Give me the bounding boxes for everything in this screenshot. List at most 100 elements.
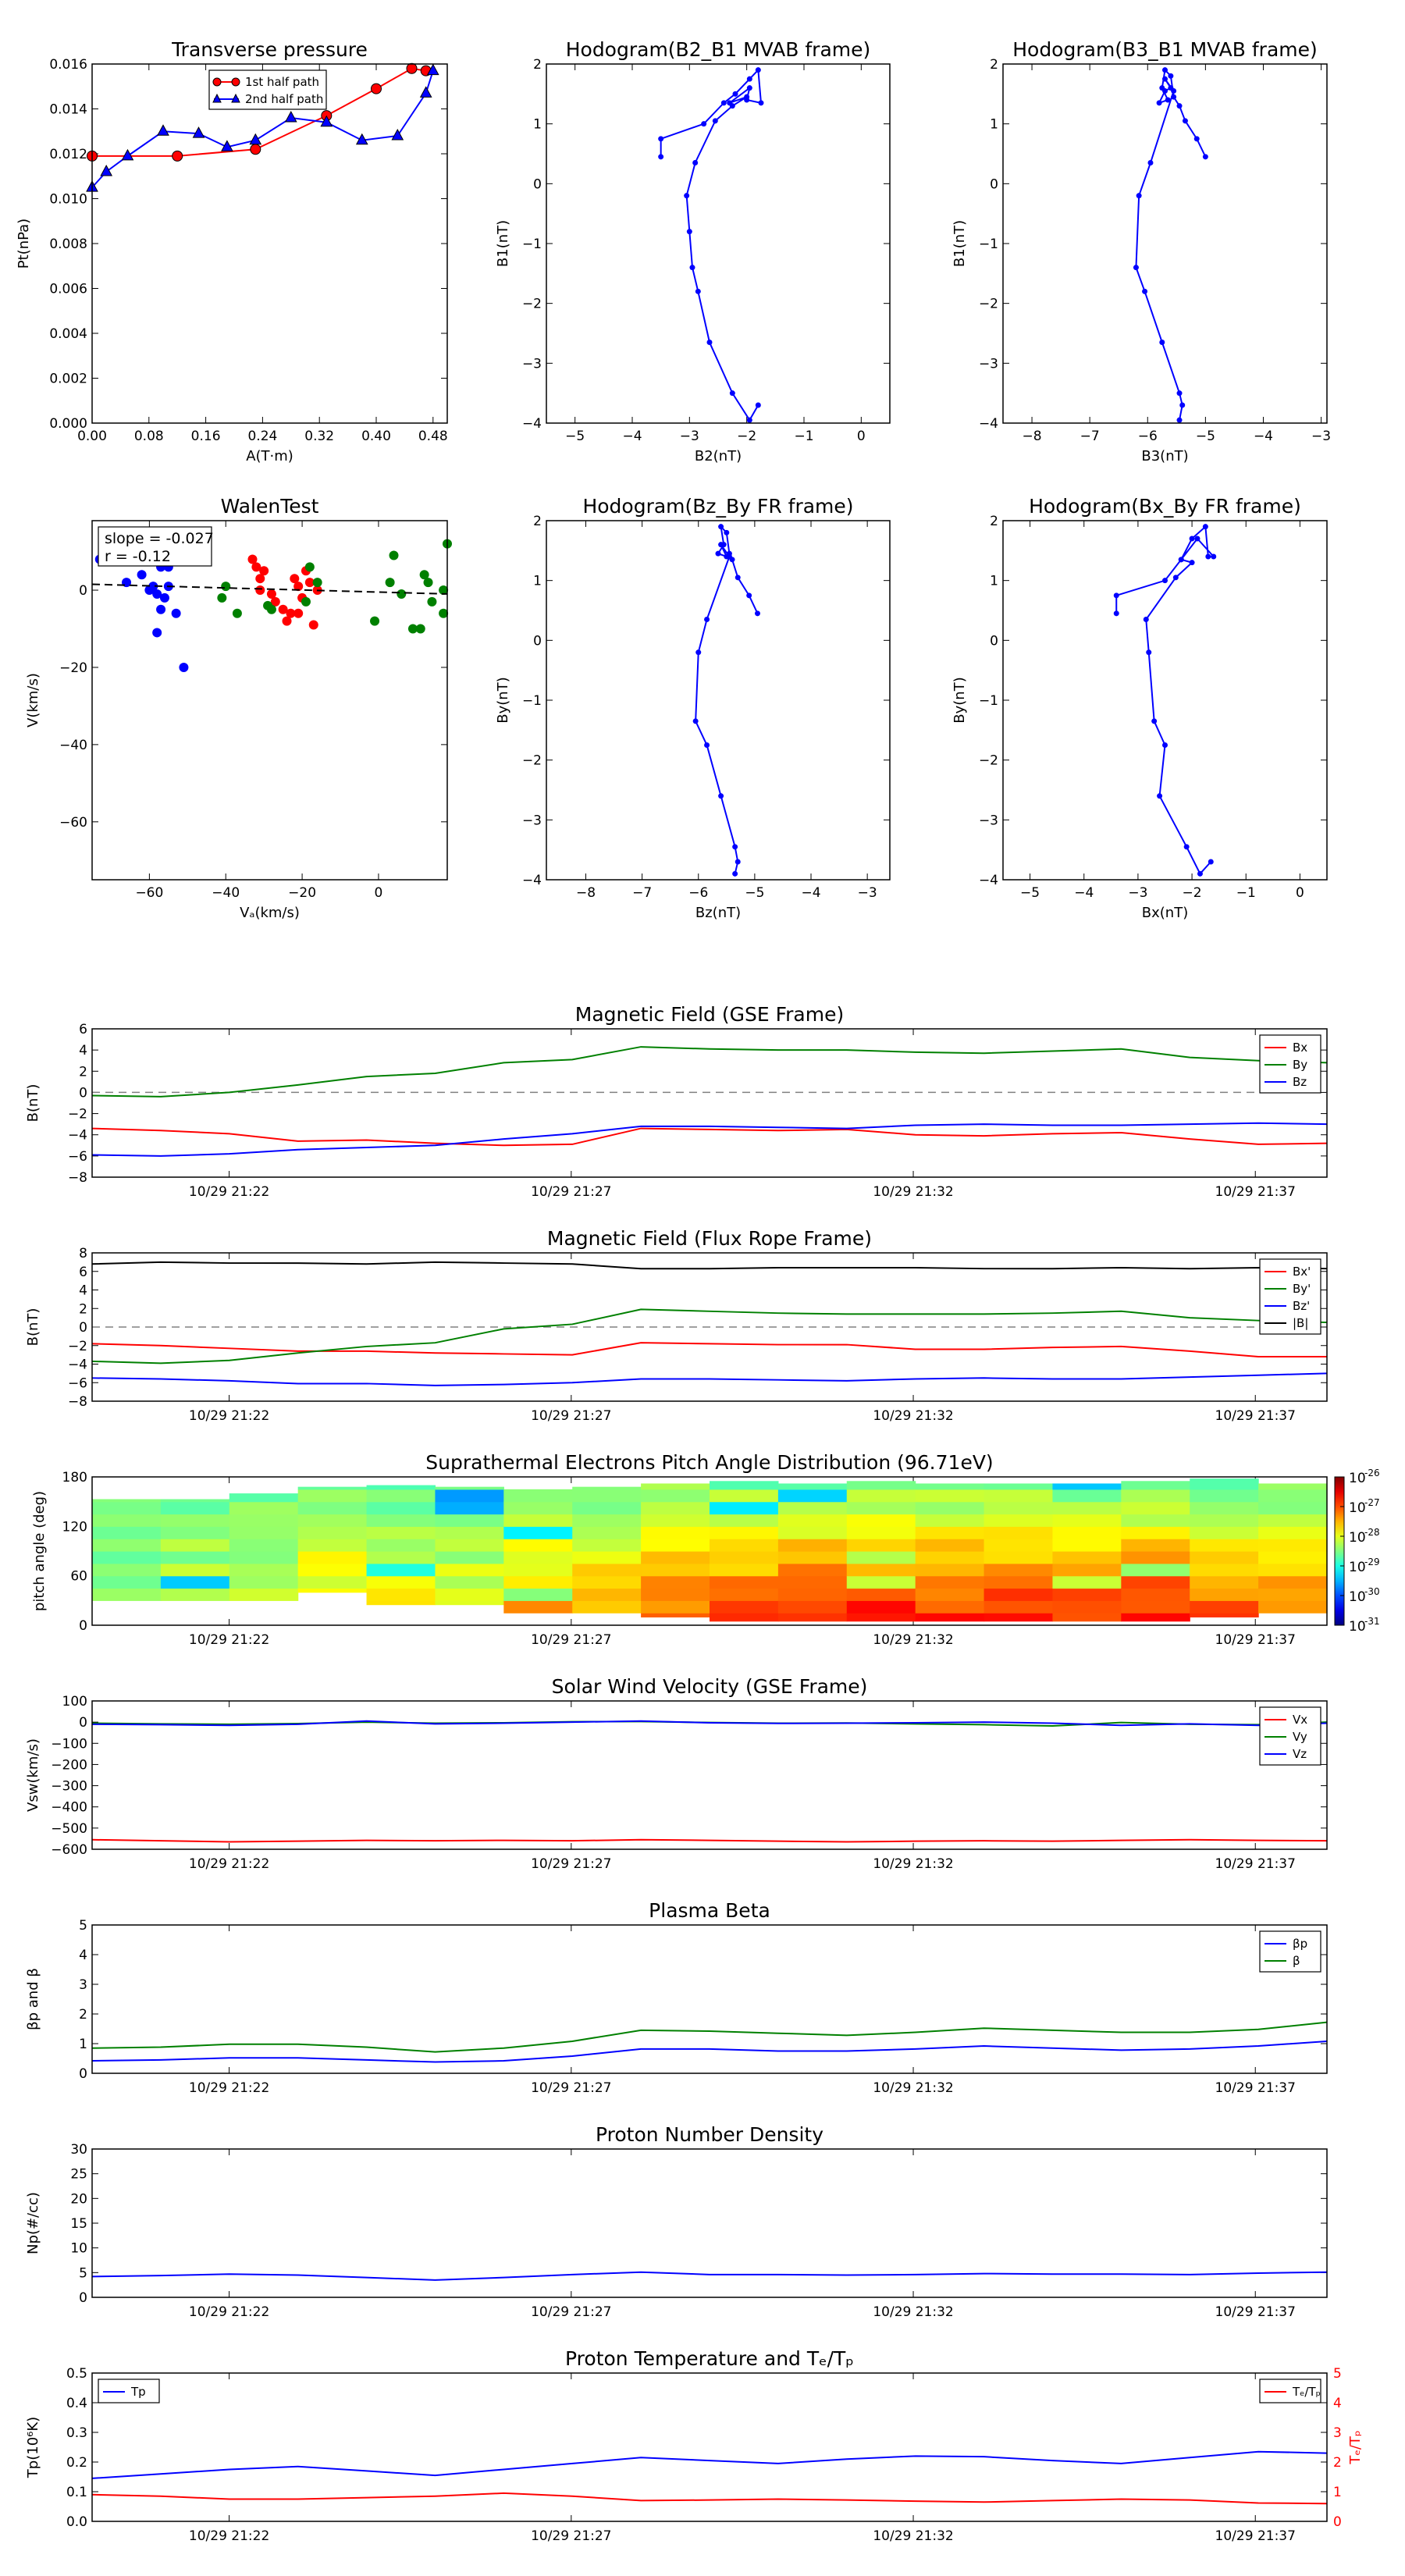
heatmap-cell	[297, 1563, 368, 1577]
heatmap-cell	[572, 1551, 642, 1564]
heatmap-cell	[297, 1501, 368, 1515]
ytick-label: −1	[522, 237, 542, 252]
heatmap-cell	[572, 1539, 642, 1552]
time-tick-label: 10/29 21:32	[873, 1184, 953, 1200]
hodogram-point	[746, 417, 752, 423]
legend-label: β	[1293, 1954, 1300, 1968]
ytick-label: 0.3	[66, 2425, 87, 2441]
heatmap-cell	[641, 1613, 710, 1618]
heatmap-cell	[641, 1483, 710, 1490]
heatmap-cell	[1052, 1575, 1122, 1589]
ytick-label: 4	[79, 1043, 87, 1059]
heatmap-cell	[366, 1600, 436, 1606]
time-tick-label: 10/29 21:22	[189, 1632, 269, 1648]
r-annotation: r = -0.12	[105, 548, 171, 565]
ytick-label: 2	[79, 1064, 87, 1080]
data-point	[179, 662, 189, 672]
heatmap-cell	[229, 1551, 299, 1564]
hodogram-point	[729, 103, 735, 109]
xtick-label: −3	[680, 429, 699, 444]
data-point	[312, 578, 322, 588]
ytick-label: −3	[979, 356, 998, 372]
y-axis-label: By(nT)	[951, 677, 968, 723]
legend-label: By	[1293, 1058, 1307, 1072]
heatmap-cell	[572, 1526, 642, 1539]
heatmap-cell	[435, 1514, 504, 1527]
heatmap-cell	[915, 1563, 985, 1577]
heatmap-cell	[984, 1600, 1054, 1614]
heatmap-cell	[435, 1588, 504, 1601]
data-point	[266, 589, 276, 599]
ytick-label: 1	[79, 2037, 87, 2052]
legend-box	[208, 69, 327, 110]
hodogram-point	[755, 402, 761, 408]
hodogram-point	[712, 118, 718, 124]
colorbar-label: 10	[1349, 1589, 1366, 1605]
data-point	[250, 144, 261, 155]
ytick-label: −8	[68, 1170, 87, 1186]
ytick-label: −2	[522, 297, 542, 312]
ytick-label: −4	[68, 1128, 87, 1144]
heatmap-cell	[846, 1514, 916, 1527]
legend-marker	[212, 93, 222, 103]
heatmap-cell	[229, 1563, 299, 1577]
ytick-label: −3	[522, 356, 542, 372]
xtick-label: 0.48	[418, 429, 448, 444]
xtick-label: −2	[1183, 885, 1202, 901]
ytick-label: 0	[79, 1320, 87, 1336]
x-axis-label: Bx(nT)	[1142, 905, 1188, 921]
heatmap-cell	[572, 1563, 642, 1577]
heatmap-cell	[1190, 1600, 1259, 1614]
ytick-label: 0.012	[49, 147, 87, 162]
ytick-label: 30	[70, 2142, 87, 2158]
data-point	[397, 589, 407, 599]
series-line-Vx	[91, 1838, 1328, 1843]
hodogram-point	[1193, 136, 1200, 142]
heatmap-cell	[435, 1575, 504, 1589]
xtick-label: −1	[1236, 885, 1256, 901]
heatmap-cell	[503, 1551, 573, 1564]
hodogram-point	[1178, 557, 1184, 563]
panel-title: Proton Temperature and Tₑ/Tₚ	[565, 2347, 854, 2370]
data-point	[217, 592, 227, 603]
heatmap-cell	[160, 1514, 230, 1527]
heatmap-cell	[710, 1551, 779, 1564]
series-line-Bx	[91, 1127, 1328, 1147]
heatmap-cell	[366, 1514, 436, 1527]
heatmap-cell	[435, 1600, 504, 1606]
heatmap-cell	[984, 1501, 1054, 1515]
heatmap-cell	[1190, 1526, 1259, 1539]
ytick-label: 0	[79, 2290, 87, 2306]
data-point	[255, 585, 265, 596]
heatmap-cell	[366, 1563, 436, 1577]
panel-beta: Plasma Beta 10/29 21:22 10/29 21:27 10/29 2…	[25, 1899, 1328, 2096]
legend-box	[1259, 1706, 1321, 1766]
ytick-label: −2	[979, 753, 998, 769]
heatmap-cell	[229, 1588, 299, 1601]
hodogram-point	[1211, 553, 1217, 560]
colorbar-exponent: -30	[1364, 1586, 1380, 1597]
heatmap-cell	[1258, 1489, 1328, 1503]
ytick-label: 5	[79, 2265, 87, 2281]
colorbar-exponent: -27	[1364, 1497, 1380, 1508]
heatmap-cell	[846, 1551, 916, 1564]
data-point	[156, 604, 166, 614]
heatmap-cell	[503, 1489, 573, 1503]
heatmap-cell	[572, 1489, 642, 1503]
data-point	[370, 616, 380, 626]
heatmap-cell	[984, 1575, 1054, 1589]
data-point	[266, 604, 276, 614]
data-point	[221, 582, 231, 592]
hodogram-point	[1202, 524, 1208, 530]
ytick-label-right: 0	[1333, 2514, 1342, 2530]
data-point	[152, 628, 162, 638]
xtick-label: 0.16	[191, 429, 221, 444]
data-point	[249, 133, 262, 145]
hodogram-point	[1189, 535, 1195, 542]
time-tick-label: 10/29 21:27	[531, 2080, 611, 2096]
hodogram-point	[658, 154, 664, 160]
heatmap-cell	[1190, 1575, 1259, 1589]
heatmap-cell	[777, 1483, 848, 1490]
heatmap-cell	[710, 1481, 779, 1490]
heatmap-cell	[366, 1539, 436, 1552]
